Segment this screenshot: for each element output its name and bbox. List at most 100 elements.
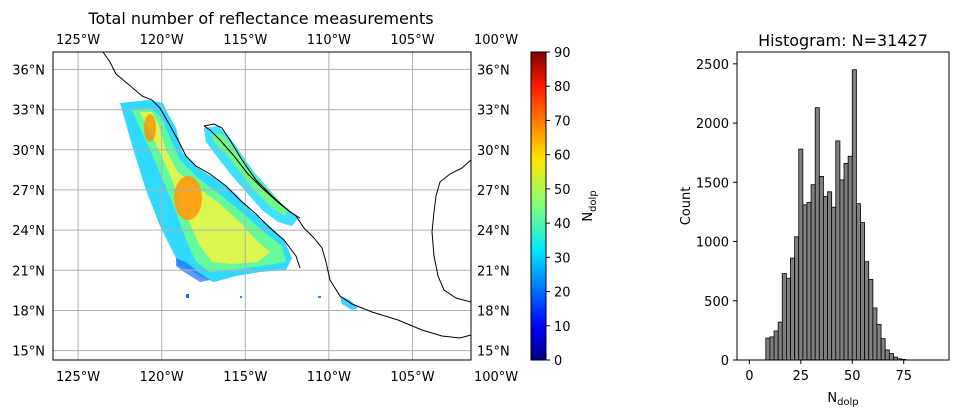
- histogram-ylabel: Count: [679, 187, 694, 226]
- histogram-ytick-label-4: 2000: [696, 117, 729, 132]
- histogram-bar: [860, 222, 866, 361]
- histogram-bar: [831, 206, 837, 361]
- map-lon-label-bottom-5: 100°W: [474, 370, 518, 385]
- map-lat-label-left-3: 24°N: [12, 224, 45, 239]
- histogram-xticks: 0 25 50 75: [745, 360, 912, 384]
- colorbar-label-main: N: [581, 212, 596, 222]
- colorbar-tick-label-9: 90: [554, 46, 571, 61]
- swath-orange-streak: [144, 114, 156, 142]
- histogram-bar: [876, 324, 882, 361]
- speck-a: [186, 294, 189, 298]
- swath-orange-hotspot: [174, 176, 202, 220]
- map-lon-label-top-3: 110°W: [307, 33, 351, 48]
- histogram-xlabel: Ndolp: [827, 391, 858, 408]
- histogram-ytick-label-3: 1500: [696, 176, 729, 191]
- coastlines: [102, 52, 471, 339]
- histogram-bar: [810, 184, 816, 361]
- histogram-bar: [872, 307, 878, 361]
- coast-gulf-texas: [431, 159, 471, 303]
- histogram-xlabel-sub: dolp: [837, 397, 859, 408]
- histogram-xlabel-main: N: [827, 391, 837, 406]
- histogram-bars: [765, 69, 907, 361]
- colorbar-tick-label-4: 40: [554, 217, 571, 232]
- colorbar-tick-label-2: 20: [554, 286, 571, 301]
- colorbar-gradient: [530, 51, 547, 361]
- histogram-bar: [806, 202, 812, 361]
- swath-yellow-core: [140, 112, 270, 264]
- histogram-bar: [802, 204, 808, 361]
- histogram-ytick-label-2: 1000: [696, 236, 729, 251]
- histogram-bar: [839, 179, 845, 361]
- histogram-ytick-label-0: 0: [721, 354, 729, 369]
- colorbar-tick-label-7: 70: [554, 114, 571, 129]
- histogram-bar: [884, 349, 890, 361]
- map-lat-label-left-1: 18°N: [12, 304, 45, 319]
- map-frame: [52, 51, 472, 361]
- histogram-bar: [785, 277, 791, 361]
- map-lon-label-bottom-0: 125°W: [56, 370, 100, 385]
- colorbar-ticks: 0 10 20 30 40 50 60 70 80 90: [546, 46, 571, 369]
- map-lat-label-right-7: 36°N: [477, 63, 510, 78]
- histogram-bar: [888, 353, 894, 361]
- histogram-bar: [843, 162, 849, 361]
- histogram-bar: [864, 261, 870, 361]
- histogram-ytick-label-5: 2500: [696, 58, 729, 73]
- map-lat-label-right-4: 27°N: [477, 184, 510, 199]
- map-lat-labels-left: 15°N 18°N 21°N 24°N 27°N 30°N 33°N 36°N: [12, 63, 45, 359]
- coast-california-mexico: [102, 52, 301, 269]
- map-gridlines: [53, 52, 471, 360]
- map-lon-label-top-4: 105°W: [390, 33, 434, 48]
- map-lat-label-right-0: 15°N: [477, 345, 510, 360]
- colorbar-label: Ndolp: [581, 190, 599, 221]
- gulf-strip-green: [212, 134, 288, 216]
- colorbar-tick-label-6: 60: [554, 149, 571, 164]
- map-lon-label-top-2: 115°W: [223, 33, 267, 48]
- histogram-bar: [847, 155, 853, 361]
- histogram-bar: [790, 257, 796, 361]
- histogram-title: Histogram: N=31427: [758, 31, 928, 50]
- histogram-bar: [765, 337, 771, 361]
- histogram-xtick-label-0: 0: [745, 369, 753, 384]
- speck-b: [318, 296, 321, 298]
- histogram-bar: [880, 338, 886, 361]
- measurement-field: [120, 100, 358, 310]
- map-lat-label-left-7: 36°N: [12, 63, 45, 78]
- map-lon-label-bottom-3: 110°W: [307, 370, 351, 385]
- histogram-panel: Histogram: N=31427 0 25 50 75 0 500 1000 1500 2…: [679, 31, 950, 408]
- coast-gulf-west: [203, 123, 301, 219]
- histogram-bar: [814, 107, 820, 361]
- histogram-bar: [773, 330, 779, 361]
- histogram-bar: [818, 175, 824, 361]
- histogram-bar: [798, 148, 804, 361]
- map-plot-area: [53, 52, 471, 360]
- histogram-yticks: 0 500 1000 1500 2000 2500: [696, 58, 737, 369]
- map-lon-label-bottom-1: 120°W: [140, 370, 184, 385]
- histogram-bar: [823, 196, 828, 361]
- map-lat-label-left-0: 15°N: [12, 345, 45, 360]
- map-lat-labels-right: 15°N 18°N 21°N 24°N 27°N 30°N 33°N 36°N: [477, 63, 510, 359]
- map-lon-label-top-5: 100°W: [474, 33, 518, 48]
- histogram-xtick-label-2: 50: [844, 369, 861, 384]
- map-panel: Total number of reflectance measurements: [12, 9, 518, 385]
- colorbar: 0 10 20 30 40 50 60 70 80 90 Ndolp: [530, 46, 599, 369]
- map-lat-label-left-6: 33°N: [12, 104, 45, 119]
- colorbar-tick-label-5: 50: [554, 183, 571, 198]
- colorbar-tick-label-3: 30: [554, 251, 571, 266]
- map-lat-label-right-6: 33°N: [477, 104, 510, 119]
- histogram-bar: [827, 191, 833, 361]
- histogram-bar: [855, 203, 861, 361]
- map-lat-label-left-2: 21°N: [12, 264, 45, 279]
- map-title: Total number of reflectance measurements: [87, 9, 433, 28]
- map-lon-label-bottom-4: 105°W: [390, 370, 434, 385]
- histogram-xtick-label-3: 75: [895, 369, 912, 384]
- speck-c: [240, 296, 242, 298]
- histogram-frame: [736, 51, 950, 361]
- histogram-ytick-label-1: 500: [704, 295, 729, 310]
- map-lat-label-left-5: 30°N: [12, 144, 45, 159]
- histogram-bar: [769, 336, 775, 361]
- colorbar-label-sub: dolp: [588, 190, 599, 212]
- histogram-bar: [781, 273, 787, 361]
- map-lat-label-right-5: 30°N: [477, 144, 510, 159]
- histogram-bar: [868, 279, 874, 361]
